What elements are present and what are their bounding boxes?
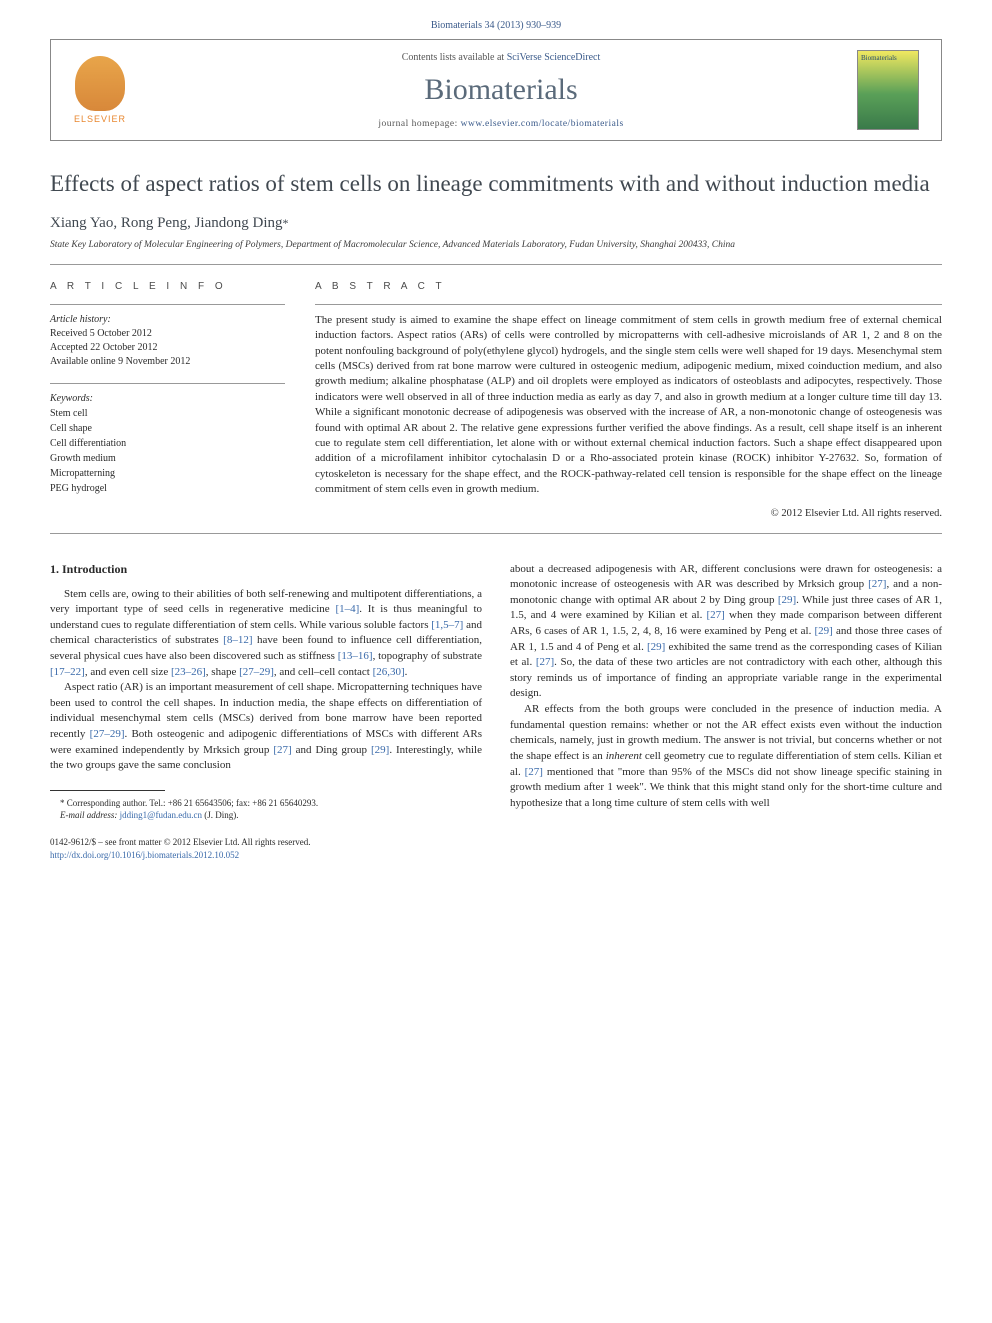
intro-heading: 1. Introduction bbox=[50, 562, 482, 577]
homepage-url[interactable]: www.elsevier.com/locate/biomaterials bbox=[461, 119, 624, 129]
abstract-head: A B S T R A C T bbox=[315, 281, 942, 292]
cite[interactable]: [17–22] bbox=[50, 666, 85, 678]
left-column: 1. Introduction Stem cells are, owing to… bbox=[50, 562, 482, 862]
intro-para-4: AR effects from the both groups were con… bbox=[510, 702, 942, 811]
journal-title: Biomaterials bbox=[159, 73, 843, 107]
keyword: Cell shape bbox=[50, 421, 285, 436]
cite[interactable]: [1,5–7] bbox=[431, 619, 463, 631]
publisher-name: ELSEVIER bbox=[74, 114, 126, 124]
keyword: Cell differentiation bbox=[50, 436, 285, 451]
journal-homepage: journal homepage: www.elsevier.com/locat… bbox=[159, 119, 843, 129]
intro-para-2: Aspect ratio (AR) is an important measur… bbox=[50, 680, 482, 774]
doi-line: http://dx.doi.org/10.1016/j.biomaterials… bbox=[50, 849, 482, 862]
email-suffix: (J. Ding). bbox=[202, 810, 239, 820]
cite[interactable]: [27] bbox=[868, 578, 886, 590]
cite[interactable]: [1–4] bbox=[335, 603, 359, 615]
abstract-col: A B S T R A C T The present study is aim… bbox=[315, 281, 942, 519]
elsevier-logo: ELSEVIER bbox=[65, 50, 135, 130]
journal-cover-thumb: Biomaterials bbox=[857, 50, 919, 130]
keywords-list: Stem cell Cell shape Cell differentiatio… bbox=[50, 406, 285, 496]
sciencedirect-link[interactable]: SciVerse ScienceDirect bbox=[507, 52, 601, 63]
homepage-prefix: journal homepage: bbox=[378, 119, 460, 129]
divider bbox=[50, 383, 285, 384]
authors-line: Xiang Yao, Rong Peng, Jiandong Ding* bbox=[50, 215, 942, 232]
corresponding-mark: * bbox=[283, 216, 289, 230]
affiliation: State Key Laboratory of Molecular Engine… bbox=[50, 240, 942, 250]
cite[interactable]: [26,30] bbox=[373, 666, 405, 678]
cite[interactable]: [27] bbox=[536, 656, 554, 668]
received-date: Received 5 October 2012 bbox=[50, 327, 285, 341]
divider bbox=[50, 304, 285, 305]
citation-ref: Biomaterials 34 (2013) 930–939 bbox=[50, 20, 942, 31]
article-info-head: A R T I C L E I N F O bbox=[50, 281, 285, 292]
divider bbox=[315, 304, 942, 305]
author-names: Xiang Yao, Rong Peng, Jiandong Ding bbox=[50, 215, 283, 231]
history-label: Article history: bbox=[50, 313, 285, 327]
divider bbox=[50, 533, 942, 534]
cite[interactable]: [27] bbox=[707, 609, 725, 621]
cite[interactable]: [29] bbox=[371, 744, 389, 756]
keyword: PEG hydrogel bbox=[50, 481, 285, 496]
right-column: about a decreased adipogenesis with AR, … bbox=[510, 562, 942, 862]
cite[interactable]: [8–12] bbox=[223, 634, 252, 646]
article-history: Article history: Received 5 October 2012… bbox=[50, 313, 285, 369]
email-footnote: E-mail address: jdding1@fudan.edu.cn (J.… bbox=[50, 809, 482, 822]
accepted-date: Accepted 22 October 2012 bbox=[50, 341, 285, 355]
cite[interactable]: [29] bbox=[778, 594, 796, 606]
keywords-block: Keywords: Stem cell Cell shape Cell diff… bbox=[50, 392, 285, 496]
contents-available: Contents lists available at SciVerse Sci… bbox=[159, 52, 843, 63]
issn-line: 0142-9612/$ – see front matter © 2012 El… bbox=[50, 836, 482, 849]
cite[interactable]: [23–26] bbox=[171, 666, 206, 678]
divider bbox=[50, 264, 942, 265]
journal-header: ELSEVIER Contents lists available at Sci… bbox=[50, 39, 942, 141]
keywords-label: Keywords: bbox=[50, 392, 285, 406]
footnote-divider bbox=[50, 790, 165, 791]
email-link[interactable]: jdding1@fudan.edu.cn bbox=[120, 810, 202, 820]
corresponding-footnote: * Corresponding author. Tel.: +86 21 656… bbox=[50, 797, 482, 810]
body-two-col: 1. Introduction Stem cells are, owing to… bbox=[50, 562, 942, 862]
online-date: Available online 9 November 2012 bbox=[50, 355, 285, 369]
cite[interactable]: [27] bbox=[273, 744, 291, 756]
article-title: Effects of aspect ratios of stem cells o… bbox=[50, 169, 942, 199]
cite[interactable]: [29] bbox=[647, 641, 665, 653]
cite[interactable]: [27–29] bbox=[90, 728, 125, 740]
keyword: Stem cell bbox=[50, 406, 285, 421]
info-abstract-row: A R T I C L E I N F O Article history: R… bbox=[50, 281, 942, 519]
intro-para-1: Stem cells are, owing to their abilities… bbox=[50, 587, 482, 681]
abstract-text: The present study is aimed to examine th… bbox=[315, 313, 942, 498]
header-center: Contents lists available at SciVerse Sci… bbox=[159, 52, 843, 129]
keyword: Growth medium bbox=[50, 451, 285, 466]
cite[interactable]: [27] bbox=[525, 766, 543, 778]
copyright-line: © 2012 Elsevier Ltd. All rights reserved… bbox=[315, 508, 942, 519]
cite[interactable]: [13–16] bbox=[338, 650, 373, 662]
intro-para-3: about a decreased adipogenesis with AR, … bbox=[510, 562, 942, 702]
cite[interactable]: [29] bbox=[815, 625, 833, 637]
elsevier-tree-icon bbox=[75, 56, 125, 111]
keyword: Micropatterning bbox=[50, 466, 285, 481]
contents-prefix: Contents lists available at bbox=[402, 52, 507, 63]
doi-link[interactable]: http://dx.doi.org/10.1016/j.biomaterials… bbox=[50, 850, 239, 860]
cover-label: Biomaterials bbox=[861, 54, 897, 62]
article-info-col: A R T I C L E I N F O Article history: R… bbox=[50, 281, 285, 519]
cite[interactable]: [27–29] bbox=[239, 666, 274, 678]
email-label: E-mail address: bbox=[60, 810, 120, 820]
emphasis: inherent bbox=[606, 750, 642, 762]
